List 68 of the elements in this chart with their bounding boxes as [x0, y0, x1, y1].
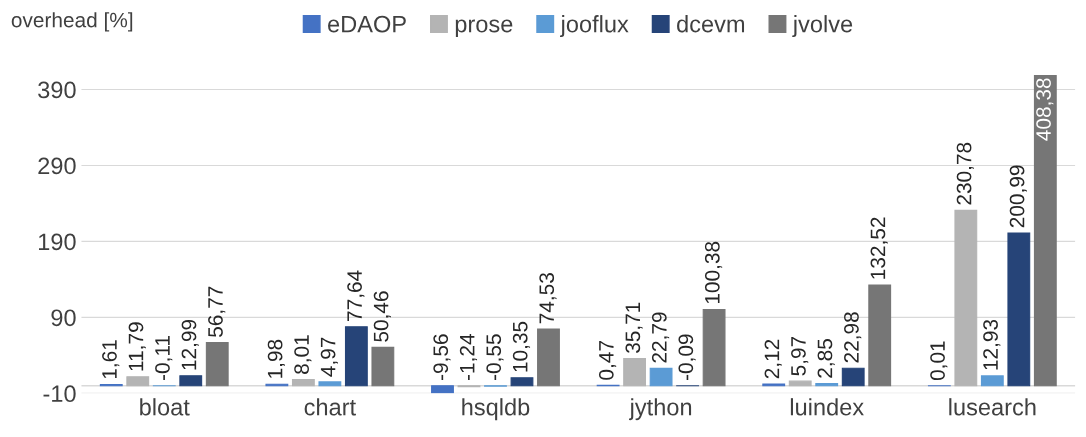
- data-label: 1,61: [102, 340, 120, 379]
- data-label: -1,24: [459, 334, 478, 380]
- x-tick-label: jython: [629, 398, 692, 421]
- bar: [318, 381, 342, 387]
- x-tick-label: luindex: [790, 398, 864, 416]
- data-label: 74,53: [539, 273, 557, 324]
- data-label: 77,64: [347, 270, 365, 321]
- bar: [623, 358, 647, 387]
- bar: [815, 382, 839, 387]
- y-tick-label: 190: [39, 233, 76, 251]
- x-tick-label: lusearch: [949, 398, 1036, 416]
- data-label: 35,71: [625, 302, 643, 353]
- data-label: 12,99: [181, 319, 199, 370]
- bar: [431, 385, 454, 394]
- y-tick-label: 90: [51, 309, 76, 327]
- data-label: 0,47: [598, 341, 617, 380]
- data-label: 1,98: [267, 339, 285, 378]
- data-label: 22,79: [651, 312, 670, 363]
- x-tick-label: bloat: [140, 398, 190, 416]
- bar: [179, 375, 203, 387]
- bar: [954, 209, 978, 387]
- bar: [788, 380, 812, 387]
- y-tick-label: 390: [38, 81, 76, 99]
- bar: [371, 346, 395, 387]
- data-label: -9,56: [433, 334, 451, 380]
- data-label: -0,55: [486, 334, 504, 380]
- legend-label: jvolve: [792, 15, 853, 38]
- data-label: 2,85: [817, 339, 835, 378]
- data-label: 56,77: [208, 286, 226, 337]
- bar: [841, 367, 865, 387]
- x-tick-label: chart: [304, 398, 356, 416]
- data-label: 4,97: [320, 337, 338, 377]
- legend-label: prose: [455, 19, 513, 38]
- bar: [537, 328, 560, 387]
- data-label: 50,46: [373, 291, 391, 342]
- data-label: 230,78: [956, 142, 974, 205]
- bar: [868, 284, 892, 387]
- data-label: 12,93: [983, 319, 1001, 370]
- bar: [344, 326, 368, 387]
- bar: [126, 376, 150, 387]
- data-label: 11,79: [128, 322, 146, 371]
- data-label: 100,38: [704, 241, 723, 304]
- data-label: -0,09: [678, 334, 696, 380]
- y-tick-label: 290: [38, 157, 76, 175]
- legend-label: jooflux: [560, 15, 629, 38]
- data-label: -0,11: [155, 335, 173, 380]
- y-axis-title: overhead [%]: [11, 12, 133, 32]
- data-label: 132,52: [870, 217, 888, 279]
- legend-label: eDAOP: [328, 15, 406, 33]
- x-tick-label: hsqldb: [462, 398, 530, 421]
- data-label: 22,98: [844, 312, 862, 363]
- bar: [1007, 232, 1031, 387]
- bar: [649, 367, 673, 387]
- legend-label: dcevm: [677, 15, 745, 33]
- bar: [1033, 74, 1057, 387]
- y-tick-label: -10: [43, 385, 76, 403]
- data-label: 2,12: [764, 339, 782, 379]
- data-label: 8,01: [294, 335, 312, 374]
- bar: [205, 342, 229, 387]
- bar: [980, 375, 1004, 387]
- bar: [291, 379, 315, 387]
- bar: [702, 308, 726, 387]
- data-label: 5,97: [791, 336, 809, 376]
- data-label: 200,99: [1009, 165, 1027, 228]
- data-label: 0,01: [930, 341, 948, 381]
- bar: [510, 377, 534, 387]
- data-label: 408,38: [1036, 78, 1054, 141]
- data-label: 10,35: [512, 321, 531, 372]
